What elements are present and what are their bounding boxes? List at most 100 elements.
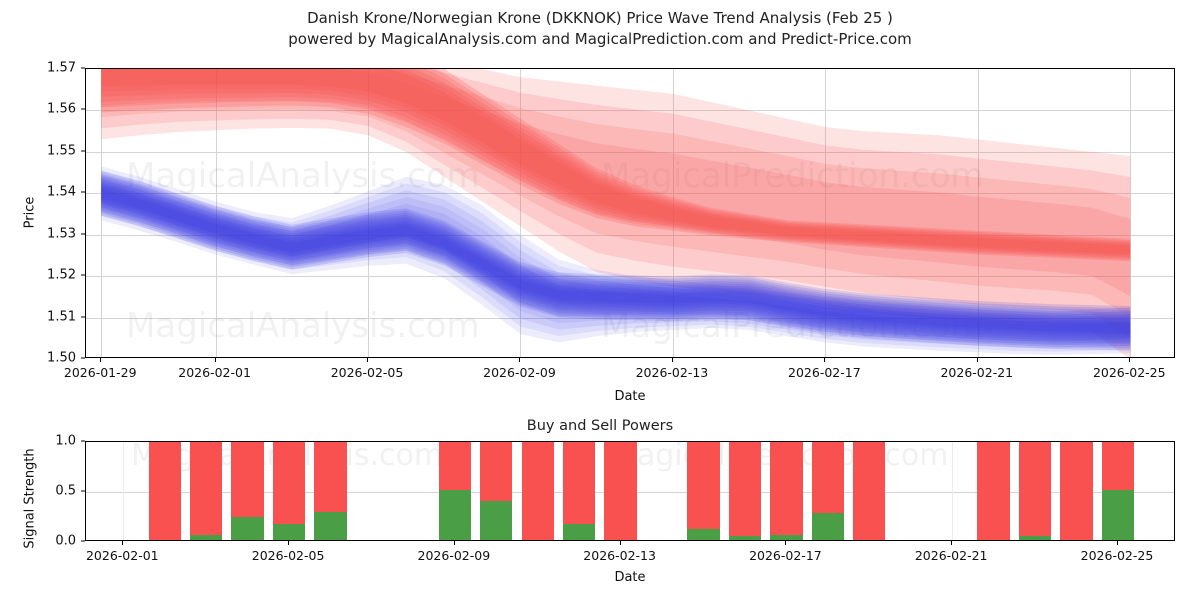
price-xtick-label: 2026-02-01 — [178, 365, 251, 380]
price-gridline — [86, 110, 1174, 112]
signal-ytick-label: 0.5 — [55, 483, 76, 499]
signal-xtick-mark — [619, 541, 621, 545]
buy-power-segment — [480, 501, 513, 540]
price-xtick-mark — [519, 358, 521, 362]
sell-core-band — [101, 69, 1131, 262]
signal-bar[interactable] — [314, 442, 347, 540]
sell-power-segment — [148, 442, 181, 540]
signal-bar[interactable] — [1018, 442, 1052, 540]
signal-bar[interactable] — [190, 442, 223, 540]
sell-power-segment — [604, 442, 637, 540]
signal-xtick-label: 2026-02-25 — [1080, 548, 1154, 563]
price-band-layer — [101, 69, 1131, 357]
price-gridline-v — [101, 69, 103, 357]
price-ytick-mark — [81, 316, 85, 318]
price-ytick-mark — [81, 357, 85, 359]
signal-bar[interactable] — [480, 442, 513, 540]
signal-bar[interactable] — [853, 442, 886, 540]
price-ytick-mark — [81, 191, 85, 193]
signal-bar[interactable] — [148, 442, 181, 540]
sell-outer-band — [101, 69, 1131, 357]
signal-bar[interactable] — [977, 442, 1010, 540]
buy-sell-title: Buy and Sell Powers — [526, 418, 674, 434]
signal-gridline-v — [123, 442, 125, 540]
price-ytick-mark — [81, 67, 85, 69]
signal-xtick-mark — [785, 541, 787, 545]
signal-bar[interactable] — [272, 442, 306, 540]
buy-power-segment — [1018, 536, 1052, 540]
signal-ytick-label: 0.0 — [55, 533, 76, 549]
price-ytick-label: 1.52 — [47, 267, 76, 283]
price-gridline — [86, 317, 1174, 319]
signal-bar[interactable] — [1101, 442, 1135, 540]
signal-xtick-label: 2026-02-05 — [251, 548, 325, 563]
buy-core-band — [101, 175, 1131, 347]
signal-bar[interactable] — [231, 442, 264, 540]
sell-power-segment — [770, 442, 803, 535]
sell-power-segment — [521, 442, 554, 540]
sell-power-segment — [728, 442, 762, 536]
title-line-2: powered by MagicalAnalysis.com and Magic… — [288, 30, 912, 48]
price-xtick-mark — [976, 358, 978, 362]
buy-core-band — [101, 181, 1131, 340]
price-ytick-mark — [81, 108, 85, 110]
price-gridline — [86, 234, 1174, 236]
signal-gridline-v — [952, 442, 954, 540]
signal-ytick-mark — [81, 440, 85, 442]
signal-bar[interactable] — [728, 442, 762, 540]
price-gridline-v — [520, 69, 522, 357]
price-xtick-label: 2026-02-25 — [1092, 365, 1166, 380]
signal-xtick-mark — [1116, 541, 1118, 545]
price-ytick-label: 1.55 — [47, 143, 76, 159]
price-gridline-v — [825, 69, 827, 357]
signal-bar[interactable] — [438, 442, 471, 540]
signal-bar[interactable] — [811, 442, 844, 540]
price-xtick-mark — [100, 358, 102, 362]
buy-power-segment — [314, 512, 347, 540]
signal-bar[interactable] — [1060, 442, 1093, 540]
price-xtick-label: 2026-02-17 — [788, 365, 861, 380]
signal-bar[interactable] — [521, 442, 554, 540]
buy-core-band — [101, 186, 1131, 336]
sell-outer-band — [101, 69, 1131, 297]
price-gridline-v — [977, 69, 979, 357]
price-gridline — [86, 151, 1174, 153]
buy-power-segment — [687, 529, 720, 540]
price-gridline-v — [1130, 69, 1132, 357]
price-xtick-label: 2026-02-13 — [635, 365, 709, 380]
page-title: Danish Krone/Norwegian Krone (DKKNOK) Pr… — [0, 8, 1200, 50]
price-xtick-label: 2026-02-05 — [330, 365, 404, 380]
signal-xtick-label: 2026-02-13 — [583, 548, 656, 563]
price-axis-label: Price — [22, 196, 38, 229]
signal-ytick-mark — [81, 490, 85, 492]
price-gridline-v — [368, 69, 370, 357]
signal-bar[interactable] — [687, 442, 720, 540]
buy-power-segment — [272, 524, 306, 540]
price-ytick-label: 1.51 — [47, 309, 76, 325]
buy-core-band — [101, 177, 1131, 345]
price-chart-xaxis-label: Date — [614, 389, 646, 404]
sell-core-band — [101, 69, 1131, 258]
price-ytick-label: 1.53 — [47, 226, 76, 242]
price-xtick-label: 2026-02-21 — [940, 365, 1014, 380]
sell-power-segment — [231, 442, 264, 517]
price-xtick-label: 2026-02-09 — [483, 365, 556, 380]
sell-power-segment — [563, 442, 596, 524]
price-gridline — [86, 276, 1174, 278]
signal-xtick-label: 2026-02-01 — [85, 548, 159, 563]
buy-outer-band — [101, 170, 1131, 352]
signal-bar[interactable] — [770, 442, 803, 540]
sell-core-band — [101, 69, 1131, 259]
price-ytick-label: 1.56 — [47, 101, 76, 117]
buy-outer-band — [101, 178, 1131, 346]
signal-bar[interactable] — [604, 442, 637, 540]
sell-power-segment — [977, 442, 1010, 540]
price-ytick-label: 1.54 — [47, 184, 76, 200]
signal-bar[interactable] — [563, 442, 596, 540]
price-xtick-mark — [367, 358, 369, 362]
sell-power-segment — [1018, 442, 1052, 536]
price-ytick-mark — [81, 150, 85, 152]
signal-xtick-mark — [951, 541, 953, 545]
buy-power-segment — [231, 517, 264, 540]
